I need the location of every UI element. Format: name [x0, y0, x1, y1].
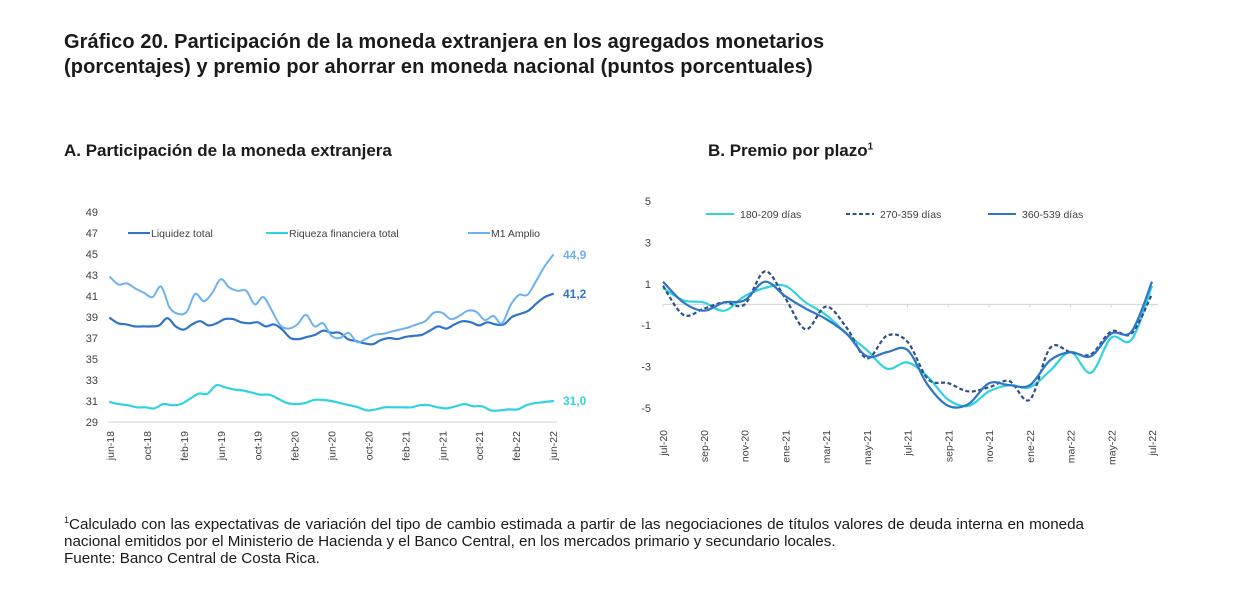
- x-tick-label: sep-21: [943, 430, 955, 462]
- x-tick-label: feb-21: [400, 431, 412, 461]
- y-tick-label: -1: [641, 320, 651, 332]
- y-tick-label: 47: [86, 228, 98, 240]
- legend-label: M1 Amplio: [491, 228, 540, 240]
- footnote: 1Calculado con las expectativas de varia…: [64, 512, 1084, 567]
- x-tick-label: jun-20: [327, 431, 339, 461]
- x-tick-label: mar-21: [821, 430, 833, 463]
- x-tick-label: oct-20: [363, 431, 375, 460]
- footnote-note: 1Calculado con las expectativas de varia…: [64, 512, 1084, 550]
- end-value-label: 44,9: [563, 248, 587, 262]
- end-value-label: 41,2: [563, 287, 587, 301]
- y-tick-label: 49: [86, 207, 98, 219]
- y-tick-label: 39: [86, 312, 98, 324]
- series-line-180-209-d-as: [662, 283, 1154, 408]
- x-tick-label: sep-20: [699, 430, 711, 462]
- y-tick-label: 45: [86, 249, 98, 261]
- y-tick-label: -5: [641, 403, 651, 415]
- y-tick-label: 3: [645, 237, 651, 249]
- y-tick-label: 37: [86, 333, 98, 345]
- legend-label: Liquidez total: [151, 228, 213, 240]
- legend-label: 180-209 días: [740, 209, 801, 221]
- y-tick-label: 41: [86, 291, 98, 303]
- panel-b-title-footnote-marker: 1: [867, 141, 874, 153]
- series-line-liquidez-total: [108, 292, 555, 346]
- footnote-marker: 1: [64, 515, 70, 525]
- x-tick-label: jun-21: [437, 431, 449, 461]
- x-tick-label: nov-20: [740, 430, 752, 462]
- panel-b-title: B. Premio por plazo1: [708, 141, 873, 161]
- series-line-270-359-d-as: [662, 270, 1153, 402]
- figure-title-line-1: Gráfico 20. Participación de la moneda e…: [64, 31, 825, 53]
- footnote-source: Fuente: Banco Central de Costa Rica.: [64, 550, 320, 568]
- series-line-m1-amplio: [109, 254, 554, 344]
- panel-a-title: A. Participación de la moneda extranjera: [64, 141, 392, 160]
- y-tick-label: 35: [86, 354, 98, 366]
- x-tick-label: may-22: [1106, 430, 1118, 465]
- legend-label: 270-359 días: [880, 209, 941, 221]
- y-tick-label: 31: [86, 396, 98, 408]
- x-tick-label: may-21: [862, 430, 874, 465]
- end-value-label: 31,0: [563, 394, 587, 408]
- legend-label: Riqueza financiera total: [289, 228, 399, 240]
- x-tick-label: feb-20: [290, 431, 302, 461]
- x-tick-label: jun-18: [105, 431, 117, 461]
- series-line-riqueza-financiera-total: [108, 383, 555, 412]
- figure-title: Gráfico 20. Participación de la moneda e…: [64, 30, 824, 80]
- x-tick-label: oct-21: [474, 431, 486, 460]
- x-tick-label: jul-20: [658, 430, 670, 457]
- figure-title-line-2: (porcentajes) y premio por ahorrar en mo…: [64, 56, 813, 78]
- x-tick-label: jun-22: [548, 431, 560, 461]
- y-tick-label: 29: [86, 417, 98, 429]
- x-tick-label: oct-18: [142, 431, 154, 460]
- x-tick-label: jul-21: [903, 430, 915, 457]
- x-tick-label: nov-21: [984, 430, 996, 462]
- x-tick-label: feb-22: [511, 431, 523, 461]
- x-tick-label: oct-19: [253, 431, 265, 460]
- y-tick-label: 1: [645, 279, 651, 291]
- legend-label: 360-539 días: [1022, 209, 1083, 221]
- y-tick-label: -3: [641, 362, 651, 374]
- x-tick-label: jul-22: [1147, 430, 1159, 457]
- y-tick-label: 5: [645, 196, 651, 208]
- x-tick-label: feb-19: [179, 431, 191, 461]
- chart-a: 49 47 45 43 41 39 37 35 33 31 29 jun-18 oct-18 feb-19…: [86, 207, 587, 461]
- series-line-360-539-d-as: [662, 280, 1154, 409]
- x-tick-label: ene-21: [780, 430, 792, 463]
- x-tick-label: ene-22: [1025, 430, 1037, 463]
- chart-b: 5 3 1 -1 -3 -5 jul-20 sep-20 nov-20 ene-21 mar-21 m…: [641, 196, 1159, 465]
- footnote-text: Calculado con las expectativas de variac…: [64, 516, 1084, 551]
- panel-b-title-text: B. Premio por plazo: [708, 141, 868, 160]
- y-tick-label: 33: [86, 375, 98, 387]
- x-tick-label: mar-22: [1066, 430, 1078, 463]
- y-tick-label: 43: [86, 270, 98, 282]
- x-tick-label: jun-19: [216, 431, 228, 461]
